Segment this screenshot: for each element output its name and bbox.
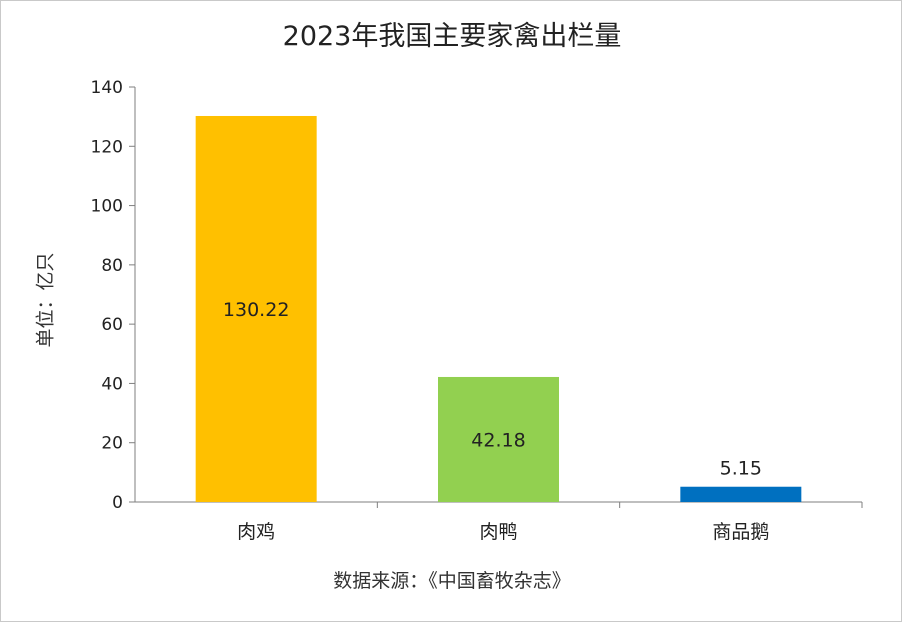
- y-tick-label: 40: [101, 374, 123, 394]
- bar-1: [195, 115, 317, 502]
- bar-value-label: 5.15: [720, 458, 762, 480]
- bar-2: [438, 376, 559, 502]
- x-category-label: 肉鸭: [479, 521, 517, 543]
- y-tick-label: 0: [112, 493, 123, 513]
- y-tick-label: 100: [91, 197, 123, 217]
- y-tick-label: 80: [101, 256, 123, 276]
- y-tick-label: 140: [91, 78, 123, 98]
- bar-value-label: 130.22: [223, 299, 289, 321]
- chart-title: 2023年我国主要家禽出栏量: [282, 21, 622, 52]
- x-category-label: 肉鸡: [237, 521, 275, 543]
- data-source-note: 数据来源：《中国畜牧杂志》: [333, 570, 571, 592]
- y-tick-label: 120: [91, 137, 123, 157]
- x-category-label: 商品鹅: [712, 521, 769, 543]
- y-tick-label: 60: [101, 315, 123, 335]
- y-tick-label: 20: [101, 434, 123, 454]
- bar-value-label: 42.18: [471, 429, 525, 451]
- bar-3: [680, 486, 802, 502]
